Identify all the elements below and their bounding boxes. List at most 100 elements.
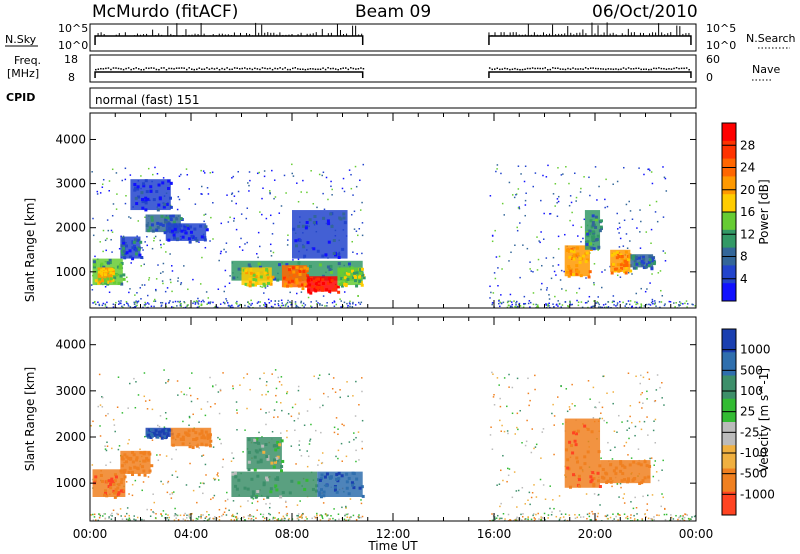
scatter-point — [557, 396, 559, 398]
echo-cell — [264, 476, 268, 480]
echo-cell — [611, 262, 615, 266]
scatter-point — [506, 480, 508, 483]
nsky-tick-top: 10^5 — [58, 22, 88, 35]
echo-cell — [99, 473, 103, 477]
scatter-point — [236, 429, 238, 431]
ground-scatter-point — [92, 302, 94, 304]
scatter-point — [110, 238, 112, 241]
ground-scatter-point — [524, 518, 527, 520]
ground-scatter-point — [179, 304, 182, 307]
echo-cell — [572, 253, 576, 257]
scatter-point — [98, 304, 101, 307]
scatter-point — [180, 391, 183, 393]
echo-cell — [151, 229, 155, 233]
echo-cell — [305, 269, 309, 273]
echo-cell — [186, 432, 190, 436]
scatter-point — [204, 213, 207, 216]
echo-cell — [352, 275, 356, 279]
scatter-point — [538, 240, 540, 242]
echo-cell — [355, 477, 359, 481]
nave-point — [213, 68, 216, 70]
nave-point — [175, 67, 178, 69]
ground-scatter-point — [357, 516, 360, 518]
scatter-point — [559, 510, 561, 512]
echo-cell — [320, 488, 324, 492]
echo-cell — [303, 254, 307, 258]
echo-cell — [309, 291, 313, 295]
scatter-point — [648, 378, 651, 380]
scatter-point — [542, 174, 544, 177]
echo-cell — [100, 479, 104, 483]
echo-cell — [107, 484, 111, 488]
ground-scatter-point — [586, 301, 588, 304]
freq-tick-bottom: 8 — [68, 71, 75, 84]
echo-cell — [605, 481, 609, 485]
scatter-point — [277, 416, 279, 418]
colorbar-tick-label: 1000 — [740, 343, 771, 357]
echo-cell — [235, 487, 239, 491]
echo-cell — [105, 280, 109, 284]
scatter-point — [562, 173, 564, 175]
ground-scatter-point — [678, 304, 680, 306]
ground-scatter-point — [282, 304, 284, 307]
echo-cell — [257, 441, 261, 445]
scatter-point — [547, 164, 549, 167]
ground-scatter-point — [654, 300, 656, 302]
ground-scatter-point — [218, 516, 221, 518]
echo-cell — [179, 437, 183, 441]
scatter-point — [361, 447, 364, 450]
scatter-point — [554, 183, 557, 185]
echo-cell — [340, 281, 344, 285]
echo-cell — [626, 477, 630, 481]
scatter-point — [568, 204, 571, 207]
echo-cell — [256, 474, 260, 478]
scatter-point — [216, 473, 218, 476]
ground-scatter-point — [198, 305, 200, 308]
scatter-point — [320, 431, 322, 434]
ground-scatter-point — [559, 516, 562, 519]
ground-scatter-point — [514, 519, 516, 521]
echo-cell — [274, 460, 278, 464]
scatter-point — [528, 404, 530, 407]
echo-cell — [647, 475, 651, 479]
ground-scatter-point — [545, 304, 548, 306]
scatter-point — [563, 270, 565, 273]
scatter-point — [105, 414, 107, 417]
echo-cell — [262, 282, 266, 286]
colorbar-swatch — [722, 352, 736, 376]
scatter-point — [203, 220, 205, 223]
echo-cell — [333, 488, 337, 492]
echo-cell — [276, 444, 280, 448]
colorbar-tick-label: 100 — [740, 384, 763, 398]
echo-cell — [108, 258, 112, 262]
echo-cell — [149, 185, 153, 189]
echo-cell — [294, 239, 298, 243]
scatter-point — [358, 228, 361, 230]
scatter-point — [218, 508, 221, 511]
ground-scatter-point — [125, 518, 128, 520]
colorbar-tick-label: -100 — [740, 446, 767, 460]
ground-scatter-point — [607, 306, 610, 308]
ground-scatter-point — [193, 300, 195, 303]
ground-scatter-point — [355, 519, 358, 521]
scatter-point — [156, 172, 159, 175]
scatter-point — [129, 217, 132, 219]
echo-cell — [323, 475, 327, 479]
scatter-point — [99, 435, 102, 437]
echo-cell — [141, 200, 145, 204]
nave-point — [201, 68, 203, 71]
nave-point — [501, 68, 504, 70]
echo-cell — [621, 464, 625, 468]
echo-cell — [319, 477, 323, 481]
scatter-point — [524, 214, 526, 217]
echo-cell — [345, 486, 349, 490]
ground-scatter-point — [319, 304, 321, 306]
scatter-point — [492, 396, 495, 398]
scatter-point — [623, 445, 626, 447]
scatter-point — [133, 377, 135, 380]
nave-point — [286, 68, 289, 71]
echo-cell — [279, 495, 283, 499]
scatter-point — [606, 421, 608, 424]
echo-cell — [295, 278, 299, 282]
x-tick-labels: 00:00 04:00 08:00 12:00 16:00 20:00 00:00 — [73, 527, 714, 541]
